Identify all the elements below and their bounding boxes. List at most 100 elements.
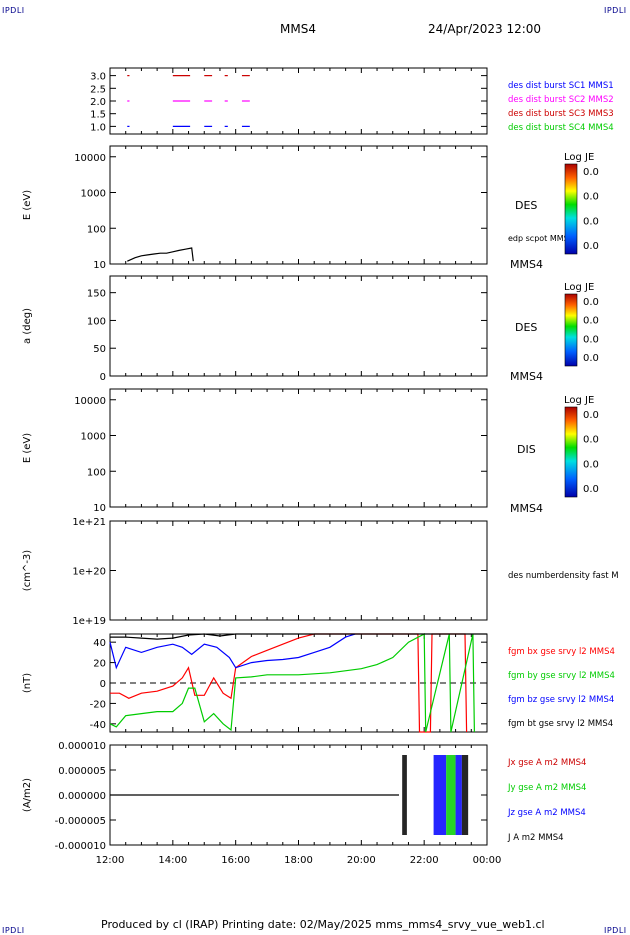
colorbar-tick-label: 0.0: [583, 459, 599, 470]
colorbar-tick-label: 0.0: [583, 297, 599, 308]
y-tick-label: 0: [100, 679, 106, 690]
y-tick-label: 1e+19: [72, 616, 106, 627]
y-tick-label: 2.5: [90, 84, 106, 95]
series-line: [109, 633, 475, 733]
y-tick-label: 1000: [81, 432, 106, 443]
y-axis-label: a (deg): [22, 308, 33, 344]
legend-entry: fgm bt gse srvy l2 MMS4: [508, 719, 613, 729]
y-tick-label: 2.0: [90, 97, 106, 108]
panel-frame: [109, 388, 488, 508]
y-tick-label: -0.000005: [55, 816, 106, 827]
x-tick-label: 00:00: [473, 855, 502, 866]
y-tick-label: 20: [93, 659, 106, 670]
y-tick-label: 1.0: [90, 122, 106, 133]
legend-entry: J A m2 MMS4: [507, 833, 564, 843]
footer-text: Produced by cl (IRAP) Printing date: 02/…: [101, 918, 545, 931]
legend-entry: des dist burst SC3 MMS3: [508, 109, 614, 119]
y-tick-label: 0.000000: [58, 791, 106, 802]
colorbar-tick-label: 0.0: [583, 192, 599, 203]
y-tick-label: 1e+20: [72, 567, 106, 578]
panel-frame: [109, 67, 488, 135]
legend-entry: des dist burst SC4 MMS4: [508, 123, 614, 133]
legend-entry: des dist burst SC2 MMS2: [508, 95, 614, 105]
corner-label-top-right: IPDLI: [604, 6, 627, 15]
y-tick-label: 3.0: [90, 72, 106, 83]
colorbar-tick-label: 0.0: [583, 316, 599, 327]
colorbar-tick-label: 0.0: [583, 241, 599, 252]
current-activity: [461, 755, 469, 835]
current-activity: [402, 755, 407, 835]
y-tick-label: 40: [93, 638, 106, 649]
legend-entry: fgm by gse srvy l2 MMS4: [508, 671, 615, 681]
y-tick-label: 100: [87, 467, 106, 478]
legend-entry: des numberdensity fast M: [508, 571, 619, 581]
current-activity: [455, 755, 462, 835]
colorbar-title: Log JE: [564, 395, 594, 406]
panel-unit-label: MMS4: [510, 502, 543, 515]
legend-entry: Jx gse A m2 MMS4: [507, 758, 586, 768]
datetime-title: 24/Apr/2023 12:00: [428, 22, 542, 36]
x-tick-label: 14:00: [158, 855, 187, 866]
series-line: [110, 633, 487, 640]
y-axis-label: (A/m2): [22, 778, 33, 812]
colorbar: [564, 163, 578, 255]
colorbar-tick-label: 0.0: [583, 167, 599, 178]
panel-right-label: DES: [515, 321, 537, 334]
legend-entry: Jz gse A m2 MMS4: [507, 808, 586, 818]
y-tick-label: 100: [87, 316, 106, 327]
y-tick-label: 10: [93, 503, 106, 514]
legend-entry: des dist burst SC1 MMS1: [508, 81, 614, 91]
x-tick-label: 20:00: [347, 855, 376, 866]
x-tick-label: 18:00: [284, 855, 313, 866]
colorbar-tick-label: 0.0: [583, 484, 599, 495]
colorbar-tick-label: 0.0: [583, 353, 599, 364]
x-tick-label: 12:00: [96, 855, 125, 866]
y-tick-label: 1e+21: [72, 517, 106, 528]
corner-label-top-left: IPDLI: [2, 6, 25, 15]
panel-unit-label: MMS4: [510, 370, 543, 383]
y-tick-label: -40: [90, 720, 106, 731]
x-tick-label: 16:00: [221, 855, 250, 866]
panel-right-label: DIS: [517, 443, 536, 456]
legend-entry: fgm bx gse srvy l2 MMS4: [508, 647, 615, 657]
x-tick-label: 22:00: [410, 855, 439, 866]
colorbar-tick-label: 0.0: [583, 334, 599, 345]
corner-label-bottom-left: IPDLI: [2, 926, 25, 935]
legend-entry: Jy gse A m2 MMS4: [507, 783, 586, 793]
legend-entry: fgm bz gse srvy l2 MMS4: [508, 695, 614, 705]
y-tick-label: 10000: [74, 396, 106, 407]
colorbar: [564, 293, 578, 367]
panel-unit-label: MMS4: [510, 258, 543, 271]
series-line: [109, 633, 356, 670]
colorbar-tick-label: 0.0: [583, 435, 599, 446]
y-tick-label: 100: [87, 224, 106, 235]
y-tick-label: 1000: [81, 189, 106, 200]
y-tick-label: -20: [90, 699, 106, 710]
colorbar-tick-label: 0.0: [583, 410, 599, 421]
y-tick-label: 150: [87, 289, 106, 300]
y-tick-label: 50: [93, 344, 106, 355]
y-tick-label: -0.000010: [55, 841, 106, 852]
y-tick-label: 1.5: [90, 110, 106, 121]
current-activity: [433, 755, 447, 835]
legend-entry: edp scpot MMS4: [508, 234, 574, 243]
current-activity: [446, 755, 456, 835]
y-axis-label: (nT): [22, 673, 33, 693]
panel-frame: [109, 145, 488, 265]
y-tick-label: 0: [100, 372, 106, 383]
corner-label-bottom-right: IPDLI: [604, 926, 627, 935]
colorbar-title: Log JE: [564, 282, 594, 293]
y-tick-label: 0.000005: [58, 766, 106, 777]
y-tick-label: 10: [93, 260, 106, 271]
y-axis-label: E (eV): [22, 433, 33, 463]
colorbar-tick-label: 0.0: [583, 216, 599, 227]
series-line: [127, 247, 194, 262]
y-tick-label: 10000: [74, 153, 106, 164]
y-tick-label: 0.000010: [58, 741, 106, 752]
y-axis-label: E (eV): [22, 190, 33, 220]
panel-frame: [109, 275, 488, 377]
colorbar: [564, 406, 578, 498]
y-axis-label: (cm^-3): [22, 550, 33, 591]
spacecraft-title: MMS4: [280, 22, 316, 36]
